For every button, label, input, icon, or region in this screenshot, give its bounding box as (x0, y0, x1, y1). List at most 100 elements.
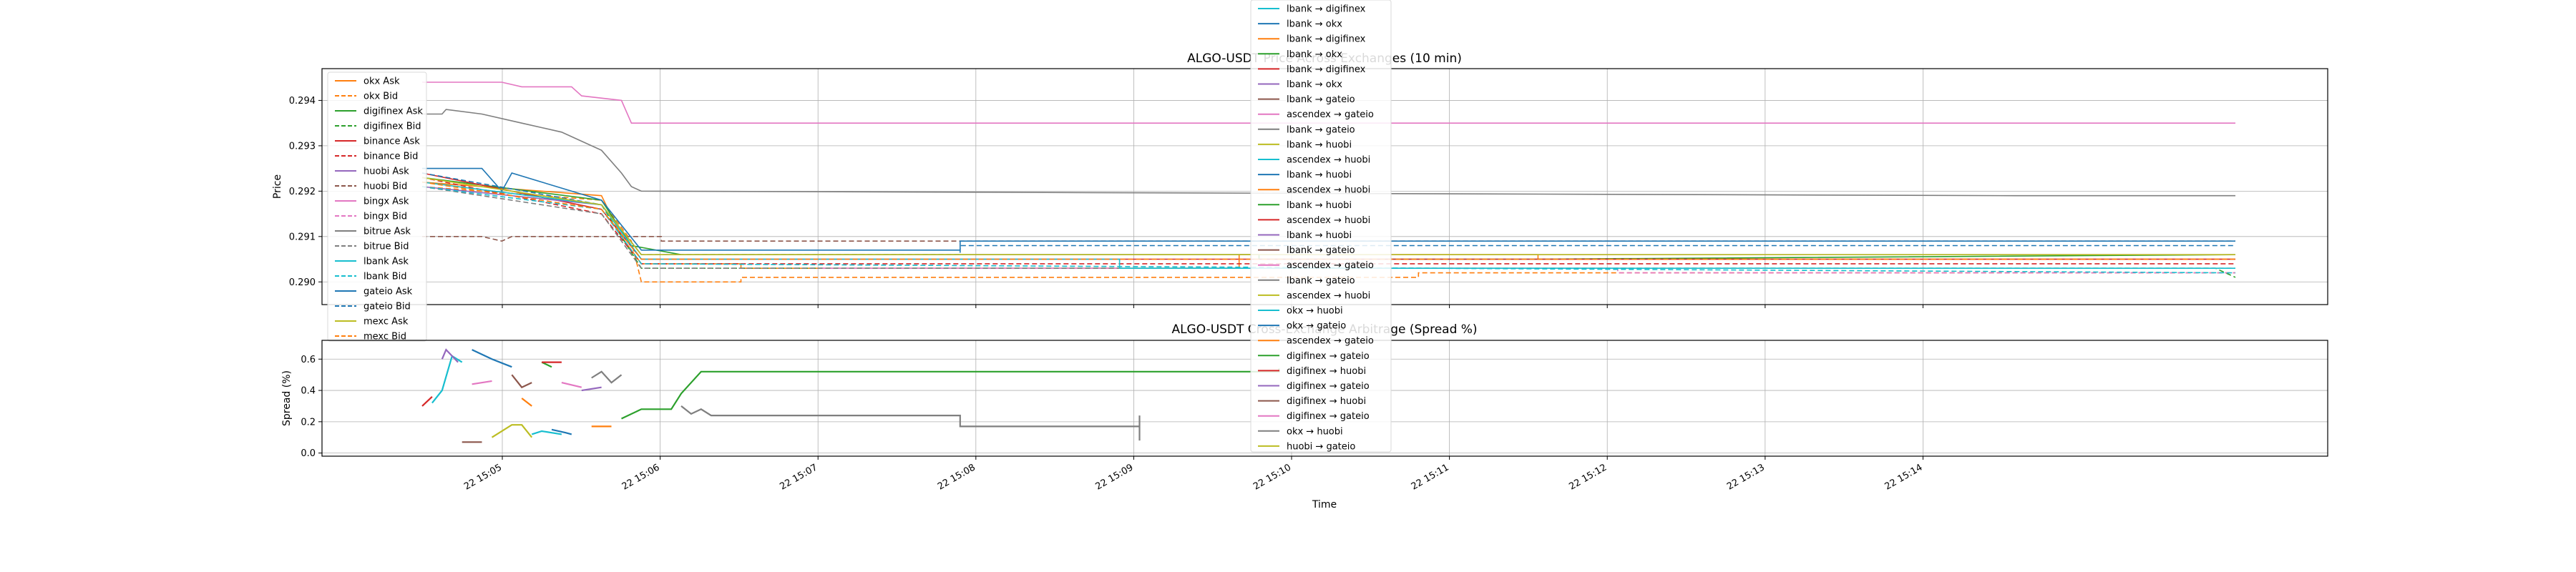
y-tick-label: 0.2 (301, 417, 316, 428)
legend-frame (1250, 0, 1392, 453)
series-line (472, 349, 512, 368)
legend-label: lbank → gateio (1287, 124, 1355, 135)
y-tick-label: 0.0 (301, 448, 316, 459)
spread-y-axis-label: Spread (%) (281, 370, 293, 426)
series-line (441, 348, 459, 363)
x-tick-label: 22 15:14 (1883, 462, 1925, 492)
time-x-ticks: 22 15:05 22 15:06 22 15:07 22 15:08 22 15:09… (462, 456, 1924, 493)
series-line (521, 398, 532, 407)
legend-label: huobi Ask (364, 167, 409, 177)
series-line (491, 424, 533, 438)
legend-label: binance Ask (364, 137, 420, 147)
legend-label: gateio Bid (364, 302, 411, 312)
series-line (422, 109, 2235, 197)
legend-label: ascendex → huobi (1287, 155, 1370, 166)
legend-label: lbank Bid (364, 272, 407, 282)
legend-label: binance Bid (364, 152, 418, 162)
legend-label: lbank → okx (1287, 49, 1342, 60)
x-tick-label: 22 15:12 (1567, 462, 1609, 492)
series-line (561, 382, 582, 388)
legend-label: lbank → okx (1287, 19, 1342, 30)
legend-label: ascendex → huobi (1287, 185, 1370, 196)
legend-label: lbank → huobi (1287, 230, 1352, 241)
legend-label: mexc Ask (364, 317, 409, 327)
legend-label: lbank → digifinex (1287, 34, 1366, 45)
spread-y-ticks: 0.0 0.2 0.4 0.6 (301, 355, 322, 459)
legend-label: bitrue Ask (364, 227, 411, 237)
x-tick-label: 22 15:05 (462, 462, 504, 492)
price-series (421, 82, 2236, 283)
legend-label: gateio Ask (364, 287, 413, 297)
x-tick-label: 22 15:06 (620, 462, 662, 492)
x-tick-label: 22 15:13 (1725, 462, 1767, 492)
y-tick-label: 0.292 (289, 187, 316, 197)
legend-label: lbank → digifinex (1287, 64, 1366, 75)
price-legend: okx Ask okx Bid digifinex Ask digifinex Bid… (327, 72, 427, 342)
legend-label: lbank → gateio (1287, 94, 1355, 105)
x-tick-label: 22 15:07 (778, 462, 819, 492)
legend-label: lbank → gateio (1287, 245, 1355, 256)
x-tick-label: 22 15:09 (1094, 462, 1136, 492)
legend-label: mexc Bid (364, 332, 406, 342)
legend-label: okx → huobi (1287, 426, 1343, 437)
x-tick-label: 22 15:11 (1410, 462, 1451, 492)
x-tick-label: 22 15:08 (936, 462, 977, 492)
series-line (422, 82, 2235, 124)
legend-label: okx → gateio (1287, 321, 1346, 332)
legend-label: ascendex → gateio (1287, 336, 1374, 347)
spread-legend: lbank → digifinex lbank → okx lbank → digi… (1250, 0, 1392, 453)
series-line (531, 430, 562, 435)
legend-label: digifinex → gateio (1287, 411, 1370, 422)
series-line (421, 186, 2236, 274)
series-line (581, 386, 602, 392)
spread-series (421, 348, 1280, 443)
series-line (422, 167, 2235, 251)
y-tick-label: 0.4 (301, 386, 316, 397)
x-tick-label: 22 15:10 (1252, 462, 1293, 492)
legend-label: okx Ask (364, 77, 400, 87)
legend-label: okx → huobi (1287, 306, 1343, 317)
legend-label: bingx Ask (364, 197, 409, 207)
legend-label: bitrue Bid (364, 242, 409, 252)
series-line (551, 428, 572, 435)
legend-label: digifinex Bid (364, 122, 421, 132)
y-tick-label: 0.293 (289, 141, 316, 152)
price-y-ticks: 0.290 0.291 0.292 0.293 0.294 (289, 96, 1923, 308)
y-tick-label: 0.294 (289, 96, 316, 107)
legend-label: digifinex Ask (364, 107, 423, 117)
series-line (421, 395, 433, 407)
legend-label: lbank → huobi (1287, 200, 1352, 211)
legend-label: bingx Bid (364, 212, 407, 222)
legend-label: ascendex → huobi (1287, 215, 1370, 226)
legend-label: lbank → digifinex (1287, 4, 1366, 15)
series-line (421, 177, 2235, 255)
legend-frame (327, 72, 427, 342)
legend-label: digifinex → gateio (1287, 351, 1370, 362)
series-line (422, 236, 2235, 242)
legend-label: lbank → huobi (1287, 170, 1352, 181)
legend-label: lbank Ask (364, 257, 409, 267)
series-line (421, 186, 2235, 269)
series-line (680, 405, 1141, 441)
legend-label: okx Bid (364, 92, 398, 102)
series-line (421, 181, 2235, 260)
y-tick-label: 0.290 (289, 277, 316, 288)
series-line (421, 186, 2235, 283)
series-line (511, 374, 532, 389)
legend-label: digifinex → huobi (1287, 396, 1366, 407)
legend-label: lbank → gateio (1287, 275, 1355, 286)
series-line (591, 370, 623, 384)
price-y-axis-label: Price (272, 174, 283, 199)
time-x-axis-label: Time (1312, 499, 1337, 511)
legend-label: huobi Bid (364, 182, 407, 192)
series-line (472, 380, 492, 385)
legend-label: lbank → huobi (1287, 139, 1352, 150)
legend-label: huobi → gateio (1287, 441, 1355, 452)
y-tick-label: 0.291 (289, 232, 316, 242)
legend-label: lbank → okx (1287, 79, 1342, 90)
legend-label: ascendex → huobi (1287, 290, 1370, 301)
series-line (431, 355, 463, 404)
legend-label: digifinex → huobi (1287, 366, 1366, 377)
y-tick-label: 0.6 (301, 355, 316, 365)
